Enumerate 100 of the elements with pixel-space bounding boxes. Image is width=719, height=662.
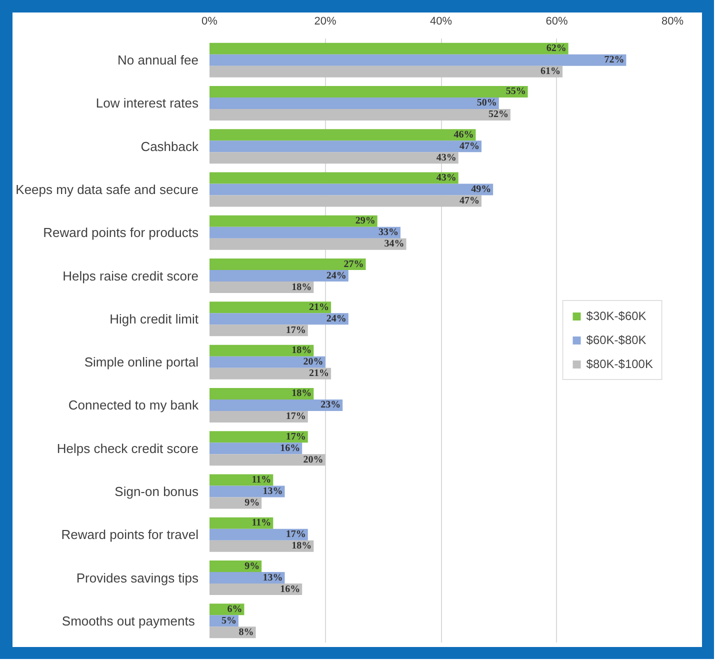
bar — [210, 560, 262, 572]
data-label: 5% — [221, 615, 236, 626]
bar — [210, 572, 285, 584]
bar — [210, 399, 343, 411]
bar — [210, 313, 348, 325]
legend-label: $60K-$80K — [586, 333, 646, 347]
y-tick-label: Connected to my bank — [68, 398, 199, 413]
x-tick-label: 20% — [314, 16, 336, 28]
bar — [210, 86, 528, 98]
bar — [210, 54, 626, 66]
y-tick-label: Cashback — [140, 138, 199, 154]
bar — [210, 431, 308, 443]
data-label: 24% — [326, 313, 346, 324]
data-label: 43% — [436, 172, 456, 184]
bar — [210, 282, 314, 294]
data-label: 47% — [460, 196, 480, 207]
bar — [210, 270, 348, 282]
y-tick-label: Helps check credit score — [56, 440, 199, 456]
bar — [210, 356, 326, 368]
y-tick-label: Reward points for products — [43, 225, 199, 240]
bar — [210, 410, 308, 422]
y-tick-label: Low interest rates — [96, 96, 199, 111]
data-label: 11% — [252, 518, 272, 529]
data-label: 17% — [286, 431, 306, 442]
bar — [210, 517, 274, 529]
x-tick-label: 40% — [430, 16, 452, 28]
data-label: 18% — [292, 388, 312, 400]
bar — [210, 215, 378, 227]
data-label: 34% — [384, 238, 404, 250]
data-label: 33% — [378, 227, 398, 238]
bar — [210, 172, 458, 184]
data-label: 9% — [244, 498, 260, 509]
bar — [210, 442, 302, 454]
bar — [210, 152, 458, 164]
data-label: 8% — [238, 626, 254, 638]
bar — [210, 486, 285, 498]
data-label: 55% — [506, 86, 526, 98]
data-label: 18% — [292, 282, 312, 293]
data-label: 47% — [460, 140, 480, 152]
bar — [210, 97, 499, 109]
data-label: 20% — [303, 454, 324, 466]
bar — [210, 226, 400, 238]
y-tick-label: Reward points for travel — [61, 527, 199, 542]
bar — [210, 528, 308, 540]
data-label: 17% — [286, 324, 306, 336]
bar — [210, 195, 482, 207]
y-tick-label: Provides savings tips — [76, 570, 199, 586]
data-label: 13% — [262, 486, 283, 497]
bar — [210, 42, 568, 54]
y-tick-label: Smooths out payments — [62, 613, 196, 628]
data-label: 23% — [320, 400, 341, 411]
y-tick-label: Sign-on bonus — [114, 484, 199, 499]
data-label: 29% — [355, 216, 376, 227]
data-label: 9% — [244, 560, 260, 572]
data-label: 17% — [286, 529, 306, 540]
bar — [210, 368, 332, 380]
data-label: 27% — [344, 258, 364, 270]
bar — [210, 540, 314, 552]
bar — [210, 184, 494, 196]
bar — [210, 344, 314, 356]
data-label: 16% — [280, 442, 300, 454]
data-label: 49% — [471, 184, 492, 195]
data-label: 21% — [309, 302, 330, 313]
bar — [210, 388, 314, 400]
bar — [210, 497, 262, 509]
bar — [210, 238, 406, 250]
data-label: 18% — [292, 540, 312, 552]
data-label: 21% — [309, 368, 330, 380]
data-label: 50% — [476, 98, 497, 109]
legend-label: $80K-$100K — [586, 357, 653, 371]
y-tick-label: No annual fee — [118, 52, 198, 68]
data-label: 52% — [488, 109, 508, 120]
data-label: 17% — [286, 411, 306, 422]
data-label: 24% — [326, 270, 346, 282]
y-tick-label: Simple online portal — [84, 354, 199, 370]
bar — [210, 258, 366, 270]
data-label: 13% — [262, 572, 283, 584]
bar — [210, 302, 332, 314]
data-label: 72% — [604, 54, 624, 66]
bar — [210, 129, 476, 141]
y-tick-label: Keeps my data safe and secure — [16, 182, 199, 197]
data-label: 20% — [303, 356, 324, 368]
bar — [210, 584, 302, 596]
data-label: 62% — [546, 43, 566, 54]
bar — [210, 140, 482, 152]
data-label: 61% — [540, 66, 561, 78]
x-tick-label: 80% — [661, 16, 684, 28]
data-label: 43% — [436, 152, 456, 164]
x-tick-label: 60% — [546, 16, 568, 28]
data-label: 18% — [292, 345, 312, 356]
bar — [210, 108, 510, 120]
bar — [210, 66, 563, 78]
x-tick-label: 0% — [202, 16, 218, 28]
legend-label: $30K-$60K — [586, 309, 646, 323]
data-label: 16% — [280, 584, 300, 595]
data-label: 6% — [227, 604, 242, 615]
bar — [210, 454, 326, 466]
bar — [210, 324, 308, 336]
data-label: 46% — [454, 129, 474, 140]
bar — [210, 474, 274, 486]
